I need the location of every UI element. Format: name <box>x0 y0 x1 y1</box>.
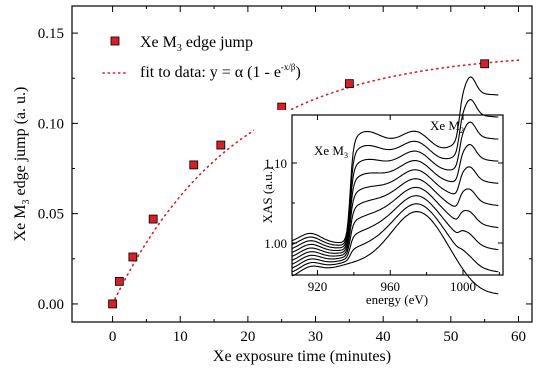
data-point <box>114 276 124 286</box>
data-point <box>148 214 158 224</box>
data-point <box>277 102 287 112</box>
main-plot-frame <box>71 5 533 323</box>
x-tick-label: 20 <box>240 329 255 345</box>
inset-xas-curve <box>291 166 499 257</box>
legend-label-fit: fit to data: y = α (1 - e-x/β) <box>140 62 301 81</box>
data-point <box>189 160 199 170</box>
inset-x-tick-label: 1000 <box>450 279 476 294</box>
inset-xas-curve <box>291 98 499 246</box>
main-axis-ticks: 0 10 20 30 40 50 60 0.00 0.05 0.10 0.15 <box>38 6 532 345</box>
y-tick-label: 0.00 <box>38 297 64 313</box>
inset-background <box>254 110 524 315</box>
legend-marker-square <box>110 36 120 46</box>
inset-x-tick-label: 960 <box>380 279 400 294</box>
x-tick-label: 10 <box>173 329 188 345</box>
inset-x-axis-title: energy (eV) <box>366 292 428 307</box>
legend-label-data: Xe M3 edge jump <box>140 34 253 54</box>
inset-y-tick-label: 1.10 <box>264 156 287 171</box>
x-tick-label: 50 <box>443 329 458 345</box>
inset-chart: 920 960 1000 1.00 1.10 energy (eV) XAS (a.u.… <box>254 76 524 315</box>
y-axis-title: Xe M3 edge jump (a. u.) <box>12 87 32 242</box>
inset-annotation-m2: Xe M2 <box>430 118 464 135</box>
inset-xas-curve <box>291 186 499 265</box>
data-point <box>108 299 117 309</box>
inset-xas-curve <box>291 178 499 261</box>
x-tick-label: 40 <box>376 329 391 345</box>
x-tick-label: 0 <box>109 329 117 345</box>
inset-xas-curve <box>291 76 499 244</box>
legend: Xe M3 edge jump fit to data: y = α (1 - … <box>102 34 301 81</box>
inset-x-tick-label: 920 <box>308 279 328 294</box>
inset-xas-curve <box>291 211 499 295</box>
data-point <box>128 252 138 262</box>
inset-curves <box>291 76 499 295</box>
x-tick-label: 60 <box>511 329 526 345</box>
inset-xas-curve <box>291 195 499 269</box>
inset-axis-ticks: 920 960 1000 1.00 1.10 <box>264 115 503 294</box>
inset-y-tick-label: 1.00 <box>264 236 287 251</box>
y-tick-label: 0.10 <box>38 116 64 132</box>
x-axis-title: Xe exposure time (minutes) <box>213 348 391 365</box>
data-points <box>108 59 490 309</box>
inset-xas-curve <box>291 143 499 253</box>
data-point <box>216 140 226 150</box>
x-tick-label: 30 <box>308 329 323 345</box>
y-tick-label: 0.05 <box>38 207 64 223</box>
inset-y-axis-title: XAS (a.u.) <box>260 167 275 224</box>
data-point <box>480 59 490 69</box>
data-point <box>344 79 354 89</box>
inset-xas-curve <box>291 121 499 250</box>
inset-annotation-m3: Xe M3 <box>314 143 348 160</box>
inset-xas-curve <box>291 203 499 273</box>
y-tick-label: 0.15 <box>38 26 64 42</box>
inset-plot-frame <box>291 114 504 276</box>
